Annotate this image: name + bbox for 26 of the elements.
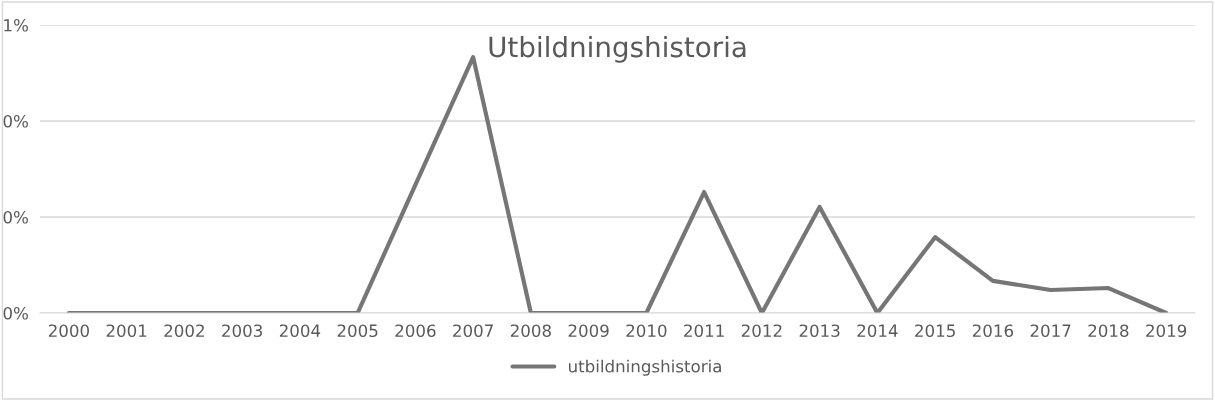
- x-tick-label: 2009: [568, 324, 609, 338]
- x-tick-label: 2017: [1030, 324, 1071, 338]
- y-tick-label: 0%: [3, 114, 28, 128]
- y-tick-label: 0%: [3, 210, 28, 224]
- x-tick-label: 2019: [1146, 324, 1187, 338]
- y-tick-label: 0%: [3, 306, 28, 320]
- x-tick-label: 2014: [857, 324, 898, 338]
- x-tick-label: 2010: [626, 324, 667, 338]
- legend-label: utbildningshistoria: [569, 359, 721, 376]
- x-tick-label: 2008: [510, 324, 551, 338]
- x-tick-label: 2002: [164, 324, 204, 338]
- x-tick-label: 2000: [48, 324, 89, 338]
- x-tick-label: 2018: [1088, 324, 1129, 338]
- x-tick-label: 2012: [741, 324, 782, 338]
- x-tick-label: 2015: [915, 324, 955, 338]
- x-tick-label: 2005: [337, 324, 378, 338]
- x-tick-label: 2007: [453, 324, 493, 338]
- chart-title: Utbildningshistoria: [489, 35, 746, 63]
- x-tick-label: 2011: [684, 324, 724, 338]
- x-tick-label: 2013: [799, 324, 840, 338]
- x-tick-label: 2004: [279, 324, 321, 338]
- x-tick-label: 2016: [972, 324, 1014, 338]
- x-tick-label: 2001: [106, 324, 147, 338]
- x-tick-label: 2006: [395, 324, 436, 338]
- y-tick-label: 1%: [4, 18, 28, 32]
- x-tick-label: 2003: [222, 324, 262, 338]
